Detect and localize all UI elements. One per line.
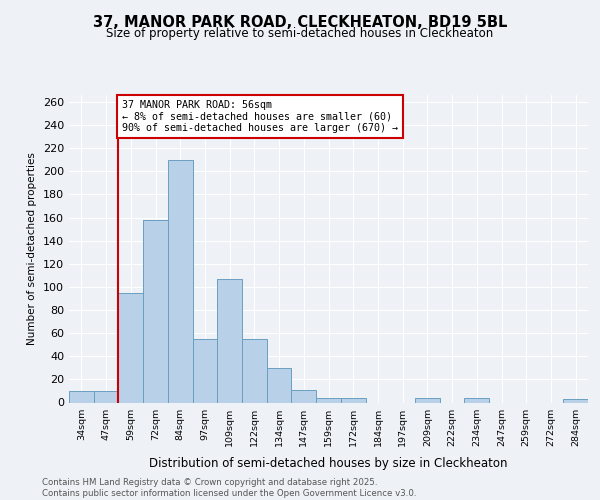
Text: Contains HM Land Registry data © Crown copyright and database right 2025.
Contai: Contains HM Land Registry data © Crown c…: [42, 478, 416, 498]
Bar: [242, 339, 267, 402]
Bar: [341, 398, 365, 402]
Text: 37, MANOR PARK ROAD, CLECKHEATON, BD19 5BL: 37, MANOR PARK ROAD, CLECKHEATON, BD19 5…: [93, 15, 507, 30]
Bar: [217, 279, 242, 402]
X-axis label: Distribution of semi-detached houses by size in Cleckheaton: Distribution of semi-detached houses by …: [149, 457, 508, 470]
Bar: [118, 292, 143, 403]
Bar: [143, 220, 168, 402]
Y-axis label: Number of semi-detached properties: Number of semi-detached properties: [28, 152, 37, 345]
Bar: [316, 398, 341, 402]
Bar: [464, 398, 489, 402]
Bar: [168, 160, 193, 402]
Bar: [292, 390, 316, 402]
Bar: [415, 398, 440, 402]
Bar: [69, 391, 94, 402]
Bar: [563, 399, 588, 402]
Text: 37 MANOR PARK ROAD: 56sqm
← 8% of semi-detached houses are smaller (60)
90% of s: 37 MANOR PARK ROAD: 56sqm ← 8% of semi-d…: [122, 100, 398, 133]
Bar: [94, 391, 118, 402]
Bar: [267, 368, 292, 402]
Text: Size of property relative to semi-detached houses in Cleckheaton: Size of property relative to semi-detach…: [106, 28, 494, 40]
Bar: [193, 339, 217, 402]
